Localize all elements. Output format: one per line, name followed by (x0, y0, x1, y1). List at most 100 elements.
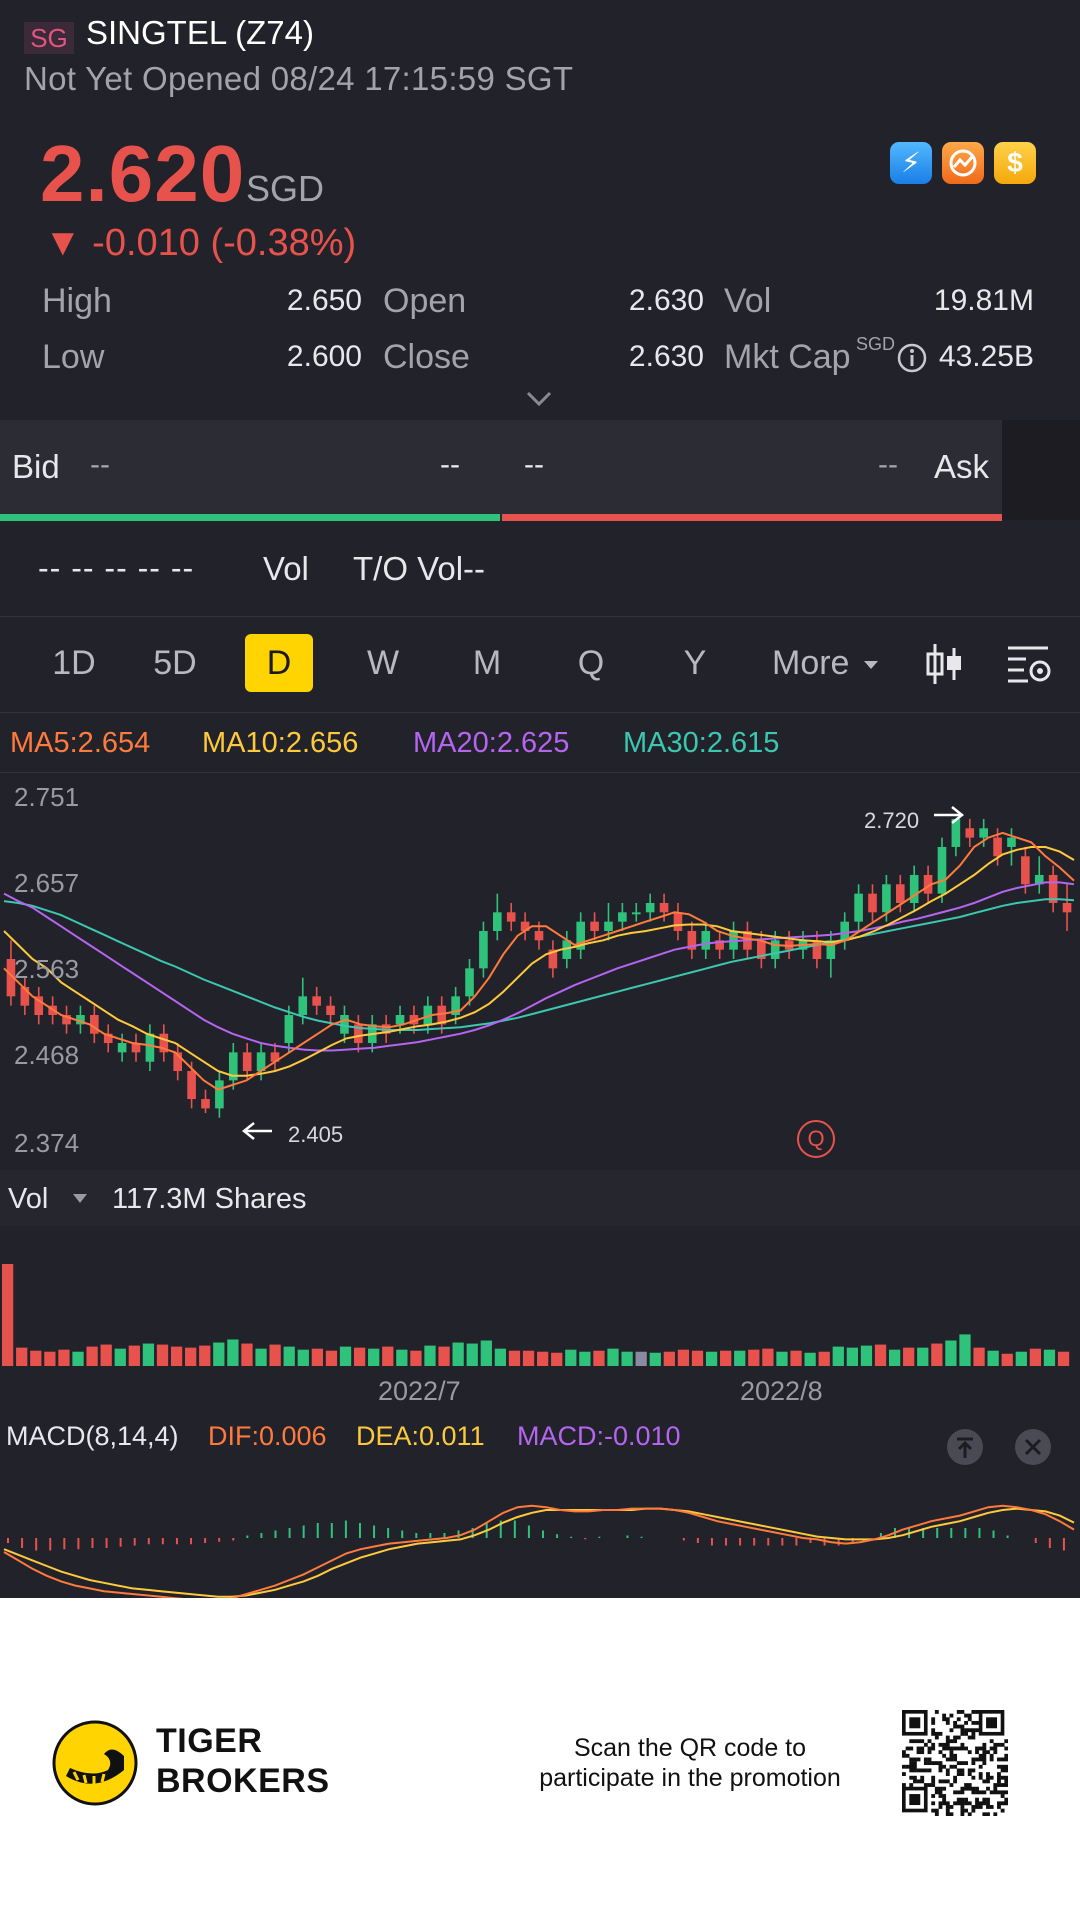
macd-histogram-value: MACD:-0.010 (517, 1421, 681, 1451)
volume-chart[interactable] (0, 1226, 1080, 1368)
volume-label[interactable]: Vol (8, 1183, 49, 1215)
volume-bar (494, 1348, 507, 1366)
volume-bar (832, 1346, 844, 1366)
volume-bar (44, 1351, 56, 1366)
open-label: Open (383, 282, 467, 320)
volume-bar (804, 1352, 816, 1366)
chart-badge-icon[interactable] (942, 142, 984, 184)
mktcap-currency: SGD (856, 334, 896, 354)
volume-bar (2, 1264, 14, 1366)
volume-bar (705, 1351, 718, 1366)
candle-body (76, 1015, 85, 1025)
candle-body (618, 912, 627, 922)
candle-body (576, 921, 585, 950)
vol-label: Vol (724, 282, 772, 320)
tab-q[interactable]: Q (577, 644, 605, 682)
volume-bar (607, 1348, 619, 1366)
candle-body (993, 837, 1002, 857)
indicator-settings-icon[interactable] (1006, 644, 1052, 684)
volume-bar (959, 1334, 971, 1366)
tab-5d[interactable]: 5D (153, 644, 197, 682)
price-currency: SGD (246, 168, 325, 209)
volume-bar (227, 1339, 239, 1366)
candle-body (1062, 902, 1072, 913)
candle-body (854, 893, 863, 922)
candle-body (423, 1005, 433, 1025)
price-chart[interactable] (0, 772, 1080, 1170)
more-label: More (772, 644, 850, 682)
tab-m[interactable]: M (472, 644, 502, 682)
candle-body (590, 921, 599, 931)
volume-bar (1057, 1351, 1070, 1366)
candle-body (34, 996, 44, 1016)
candle-body (506, 912, 516, 922)
candle-body (562, 940, 572, 959)
tab-w[interactable]: W (366, 644, 400, 682)
expand-chevron-icon[interactable] (526, 390, 552, 408)
bid-price: -- (90, 448, 110, 481)
volume-bar (72, 1351, 84, 1366)
volume-bar (269, 1344, 281, 1366)
volume-bar (382, 1346, 394, 1366)
low-value: 2.600 (286, 340, 362, 373)
qr-code[interactable] (902, 1710, 1008, 1816)
candle-body (479, 930, 488, 969)
close-value: 2.630 (628, 340, 704, 373)
ma20-value: MA20:2.625 (413, 727, 570, 759)
tab-1d[interactable]: 1D (52, 644, 96, 682)
volume-bar (241, 1343, 253, 1366)
volume-bar (903, 1347, 915, 1366)
candle-body (826, 940, 836, 959)
macd-dif: DIF:0.006 (208, 1421, 327, 1451)
candle-body (20, 987, 30, 1006)
candle-body (701, 930, 711, 950)
tab-d[interactable]: D (266, 644, 292, 682)
axis-label-2751: 2.751 (14, 782, 80, 812)
volume-bar (466, 1343, 478, 1366)
candlestick-type-icon[interactable] (924, 642, 964, 686)
volume-bar (888, 1349, 901, 1366)
stock-detail-screen: SG SINGTEL (Z74) Not Yet Opened 08/24 17… (0, 0, 1080, 1598)
axis-label-2374: 2.374 (14, 1128, 80, 1158)
depth-dashes: -- -- -- -- -- (38, 550, 195, 586)
brand-name-line1: TIGER (156, 1722, 263, 1760)
candle-body (965, 828, 975, 838)
volume-bar (1043, 1349, 1056, 1366)
volume-bar (86, 1346, 98, 1366)
pin-top-icon[interactable] (946, 1428, 984, 1466)
candle-body (312, 996, 321, 1006)
ask-label: Ask (934, 448, 990, 485)
vol-value: 19.81M (933, 284, 1034, 317)
mktcap-label: Mkt Cap (724, 338, 851, 376)
last-price: 2.620 (40, 129, 246, 218)
depth-vol-label: Vol (263, 550, 309, 587)
caret-down-icon[interactable] (72, 1193, 88, 1205)
macd-chart[interactable] (0, 1460, 1080, 1598)
more-button[interactable]: More (772, 644, 879, 683)
candle-body (645, 902, 655, 913)
candle-body (242, 1052, 252, 1072)
volume-bar (593, 1350, 605, 1366)
dea-line (3, 1507, 1075, 1598)
candle-body (465, 968, 474, 997)
candle-body (757, 940, 766, 959)
close-icon[interactable] (1014, 1428, 1052, 1466)
dollar-badge-icon[interactable]: $ (994, 142, 1036, 184)
brand-name-line2: BROKERS (156, 1762, 330, 1800)
volume-bar (987, 1350, 999, 1366)
volume-bar (931, 1343, 943, 1366)
volume-bar (734, 1350, 746, 1366)
volume-bar (353, 1347, 366, 1366)
info-icon[interactable] (896, 342, 928, 374)
volume-bar (621, 1351, 633, 1366)
tab-y[interactable]: Y (683, 644, 707, 682)
market-status: Not Yet Opened 08/24 17:15:59 SGT (24, 60, 574, 97)
candle-body (326, 1005, 335, 1016)
volume-bar (170, 1346, 183, 1366)
volume-bar (142, 1343, 155, 1366)
quarterly-report-marker[interactable]: Q (797, 1120, 835, 1158)
candle-body (187, 1071, 196, 1100)
arrow-left-icon (241, 1122, 272, 1140)
lightning-badge-icon[interactable]: ⚡ (890, 142, 932, 184)
ask-size: -- (878, 448, 898, 481)
